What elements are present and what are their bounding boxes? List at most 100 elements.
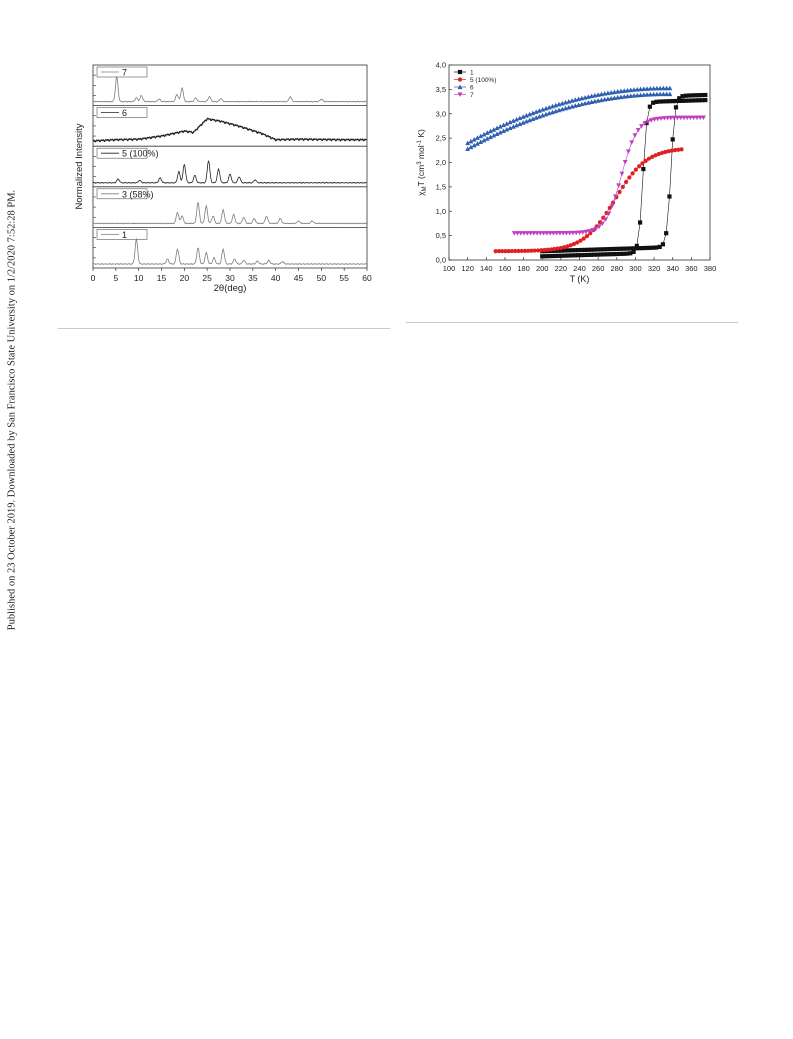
- mag-point: [651, 100, 656, 105]
- mag-point: [686, 93, 692, 98]
- mag-point: [541, 231, 547, 236]
- mag-point: [501, 128, 506, 134]
- mag-xtick-label: 300: [629, 264, 642, 273]
- xrd-xtick-label: 50: [317, 273, 327, 283]
- mag-point: [611, 246, 617, 252]
- mag-legend-label: 7: [470, 92, 474, 99]
- mag-point: [648, 118, 654, 123]
- xrd-xtick-label: 15: [157, 273, 167, 283]
- mag-point: [504, 121, 510, 126]
- mag-point: [651, 245, 656, 250]
- mag-point: [673, 105, 679, 110]
- mag-point: [656, 151, 661, 157]
- xrd-xtick-label: 30: [225, 273, 235, 283]
- mag-point: [491, 132, 497, 138]
- xrd-panel-label: 7: [96, 66, 148, 78]
- mag-point: [644, 92, 650, 97]
- mag-point: [624, 246, 630, 251]
- mag-point: [621, 94, 627, 99]
- mag-point: [533, 109, 539, 114]
- mag-point: [520, 120, 526, 125]
- xrd-trace-0: [92, 75, 367, 103]
- mag-point: [481, 137, 487, 143]
- mag-xtick-label: 320: [648, 264, 661, 273]
- mag-point: [481, 131, 487, 137]
- xrd-xtick-label: 5: [113, 273, 118, 283]
- mag-point: [683, 93, 688, 98]
- mag-point: [679, 147, 684, 152]
- mag-point: [578, 238, 583, 243]
- mag-point: [511, 231, 517, 236]
- mag-point: [598, 247, 604, 252]
- mag-point: [599, 221, 605, 227]
- mag-xtick-label: 360: [685, 264, 698, 273]
- mag-point: [674, 115, 680, 121]
- mag-point: [660, 242, 666, 247]
- mag-point: [564, 230, 569, 236]
- mag-point: [690, 98, 695, 103]
- mag-point: [665, 115, 670, 121]
- mag-point: [507, 125, 513, 131]
- mag-point: [566, 253, 571, 258]
- mag-point: [703, 98, 708, 103]
- mag-point: [651, 91, 657, 97]
- mag-point: [556, 253, 561, 258]
- mag-point: [664, 99, 669, 104]
- mag-point: [468, 144, 474, 150]
- mag-ylabel: χMT (cm3 mol-1 K): [416, 129, 428, 196]
- xrd-label-box: [96, 66, 148, 78]
- mag-point: [584, 234, 590, 239]
- mag-point: [527, 117, 533, 123]
- mag-point: [569, 253, 574, 258]
- mag-point: [507, 119, 513, 125]
- mag-point: [533, 115, 539, 120]
- mag-point: [518, 231, 524, 236]
- mag-point: [562, 253, 568, 258]
- xrd-panel-label: 5 (100%): [96, 147, 159, 159]
- mag-point: [681, 115, 687, 121]
- mag-point: [654, 245, 659, 250]
- mag-point: [696, 98, 701, 103]
- mag-point: [684, 115, 690, 121]
- mag-point: [510, 124, 516, 129]
- xrd-label-box: [96, 188, 148, 200]
- xrd-xtick-label: 20: [180, 273, 190, 283]
- magnetic-chart: 100 120 140 160 180 200 220 240 260 280 300 320 340 3…: [416, 61, 716, 285]
- mag-point: [496, 249, 501, 254]
- mag-point: [559, 253, 564, 258]
- mag-point: [617, 189, 622, 195]
- mag-point: [552, 246, 557, 252]
- mag-point: [631, 249, 636, 254]
- mag-xtick-label: 140: [480, 264, 493, 273]
- mag-point: [579, 247, 584, 253]
- mag-point: [514, 122, 519, 128]
- mag-point: [478, 133, 484, 139]
- mag-point: [620, 184, 625, 189]
- mag-point: [664, 231, 669, 236]
- mag-legend-label: 6: [470, 84, 474, 91]
- mag-point: [506, 248, 511, 254]
- mag-point: [494, 131, 500, 137]
- mag-point: [553, 253, 558, 259]
- mag-point: [582, 252, 587, 258]
- xrd-trace-2: [92, 160, 367, 184]
- mag-point: [626, 149, 631, 154]
- mag-ytick-label: 0,5: [436, 231, 446, 240]
- mag-point: [686, 98, 692, 103]
- mag-point: [654, 85, 660, 91]
- mag-point: [549, 253, 555, 259]
- mag-point: [602, 247, 607, 252]
- mag-point: [657, 85, 663, 91]
- mag-point: [667, 91, 673, 97]
- mag-point: [691, 115, 697, 121]
- mag-xtick-label: 240: [573, 264, 586, 273]
- mag-point: [625, 93, 630, 99]
- mag-point: [542, 247, 547, 253]
- mag-point: [701, 115, 706, 121]
- mag-point: [575, 240, 580, 245]
- mag-point: [513, 248, 518, 254]
- mag-point: [631, 93, 637, 98]
- mag-point: [645, 119, 651, 125]
- xrd-xtick-label: 45: [294, 273, 304, 283]
- mag-point: [631, 246, 636, 251]
